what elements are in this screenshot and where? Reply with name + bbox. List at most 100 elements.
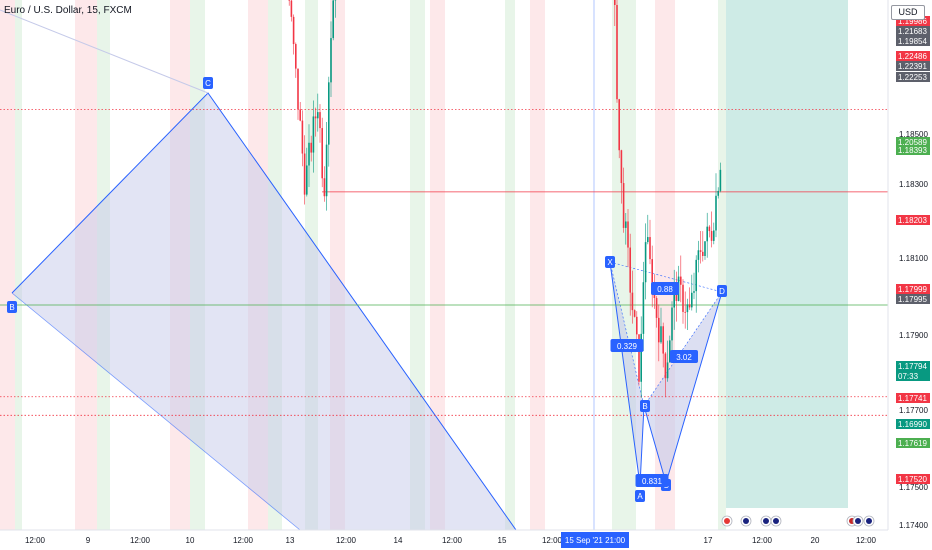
- price-tag-text: 1.21683: [898, 27, 927, 36]
- pattern-point-text: B: [642, 402, 647, 411]
- event-flag-dot: [855, 518, 861, 524]
- pattern-point-badge: [635, 490, 645, 502]
- candle-body: [649, 237, 651, 260]
- price-scale-tag: 1.17520: [896, 474, 930, 484]
- price-tag-bg: [896, 215, 930, 225]
- x-tick-label: 12:00: [336, 536, 357, 545]
- price-tag-bg: [896, 371, 930, 381]
- pattern-xd-line: [609, 261, 723, 293]
- x-tick-label: 12:00: [233, 536, 254, 545]
- price-tag-bg: [896, 438, 930, 448]
- price-tag-bg: [896, 361, 930, 371]
- price-tag-text: 1.19986: [898, 17, 927, 26]
- candle-body: [710, 231, 713, 241]
- x-tick-label: 12:00: [25, 536, 46, 545]
- ratio-badge: [651, 282, 679, 295]
- candle-body: [664, 353, 667, 379]
- x-tick-label: 20: [811, 536, 820, 545]
- price-scale-tag: 1.22391: [896, 61, 930, 71]
- price-axis-bg: [888, 0, 932, 550]
- candle-body: [693, 291, 695, 293]
- candle-body: [622, 183, 625, 228]
- x-tick-label: 13: [286, 536, 295, 545]
- candle-body: [299, 109, 301, 121]
- candle-body: [642, 282, 645, 334]
- price-tag-text: 1.17794: [898, 362, 927, 371]
- candle-body: [666, 362, 669, 379]
- y-tick-label: 1.18300: [899, 180, 928, 189]
- x-tick-label: 17: [704, 536, 713, 545]
- candle-body: [697, 250, 700, 260]
- candle-body: [308, 142, 310, 166]
- price-tag-text: 1.22486: [898, 52, 927, 61]
- candle-body: [662, 326, 664, 354]
- candle-body: [708, 226, 711, 232]
- position-target-zone: [726, 0, 848, 509]
- pattern-point-label: X: [605, 256, 615, 268]
- pattern-point-text: D: [719, 287, 725, 296]
- candle-body: [636, 316, 638, 335]
- y-tick-label: 1.18100: [899, 254, 928, 263]
- event-flag-dot: [866, 518, 872, 524]
- price-scale-tag: 1.17999: [896, 284, 930, 294]
- event-flag-dot: [773, 518, 779, 524]
- candle-body: [330, 38, 332, 83]
- candle-body: [640, 333, 642, 382]
- price-tag-bg: [896, 145, 930, 155]
- price-tag-text: 1.18203: [898, 216, 927, 225]
- ratio-badge: [610, 339, 644, 352]
- pattern-bd-line: [643, 291, 723, 407]
- price-tag-text: 1.17619: [898, 439, 927, 448]
- pattern-point-label: D: [717, 285, 727, 297]
- price-tag-text: 1.20589: [898, 138, 927, 147]
- candle-body: [699, 250, 702, 252]
- currency-selector[interactable]: USD: [891, 5, 925, 20]
- pattern-point-label: B: [640, 400, 650, 412]
- candle-body: [312, 116, 315, 153]
- candle-body: [618, 99, 620, 151]
- candle-body: [317, 112, 319, 119]
- x-tick-label: 12:00: [856, 536, 877, 545]
- price-tag-text: 1.22391: [898, 62, 927, 71]
- price-tag-text: 1.17999: [898, 285, 927, 294]
- price-tag-bg: [896, 61, 930, 71]
- candle-body: [328, 82, 330, 145]
- candle-body: [660, 326, 662, 343]
- price-scale-tag: 1.18203: [896, 215, 930, 225]
- session-stripe: [612, 0, 636, 530]
- ratio-text: 0.88: [657, 285, 673, 294]
- pattern-point-text: A: [637, 492, 643, 501]
- candle-body: [627, 221, 629, 248]
- candle-body: [319, 112, 321, 129]
- session-stripe: [0, 0, 15, 530]
- pattern-point-text: B: [9, 303, 14, 312]
- y-tick-label: 1.18500: [899, 130, 928, 139]
- candle-body: [321, 128, 323, 179]
- pattern-point-label: A: [635, 490, 645, 502]
- candle-body: [644, 242, 647, 283]
- candle-body: [686, 304, 689, 313]
- pattern-point-badge: [7, 301, 17, 313]
- candle-body: [655, 298, 658, 318]
- x-tick-label: 12:00: [542, 536, 563, 545]
- price-tag-bg: [896, 474, 930, 484]
- candle-body: [297, 68, 299, 110]
- candle-body: [715, 195, 717, 231]
- pattern-point-text: C: [205, 79, 211, 88]
- pattern-point-badge: [605, 256, 615, 268]
- price-tag-bg: [896, 51, 930, 61]
- price-tag-text: 1.19854: [898, 37, 927, 46]
- pattern-ratio-label: 0.831: [635, 474, 669, 487]
- ratio-text: 3.02: [676, 353, 692, 362]
- session-stripe: [15, 0, 22, 530]
- x-tick-label: 15: [498, 536, 507, 545]
- candle-body: [691, 292, 693, 308]
- price-tag-bg: [896, 393, 930, 403]
- price-scale-tag: 07:33: [896, 371, 930, 381]
- pattern-leg-xa: [0, 9, 209, 94]
- pattern-ratio-label: 0.88: [651, 282, 679, 295]
- pattern-fill-bcd: [644, 292, 722, 483]
- candle-body: [658, 317, 660, 343]
